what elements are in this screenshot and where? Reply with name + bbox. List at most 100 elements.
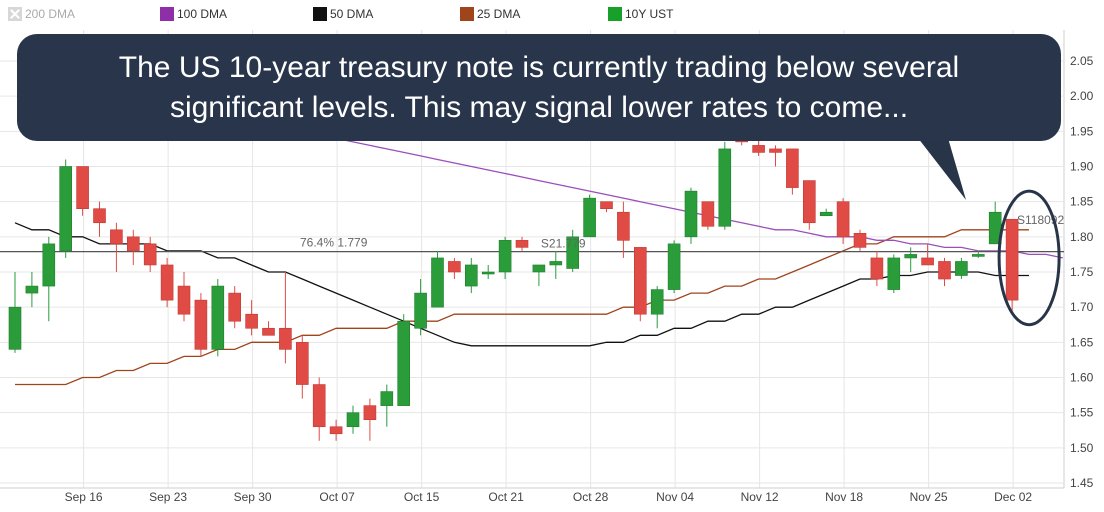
candle-down (448, 261, 461, 273)
legend-item-200-dma[interactable]: 200 DMA (8, 7, 75, 21)
candle-down (228, 292, 241, 322)
candle-up (211, 285, 225, 350)
y-tick-label: 1.50 (1070, 441, 1094, 455)
candle-up (667, 243, 681, 290)
legend-label: 50 DMA (330, 7, 374, 21)
y-tick-label: 1.70 (1070, 300, 1094, 314)
candle-down (177, 285, 191, 315)
candle-up (684, 190, 698, 238)
candle-up (464, 264, 478, 287)
candle-down (143, 243, 157, 266)
fib-level-label: 76.4% 1.779 (300, 236, 368, 250)
x-tick-label: Nov 04 (656, 490, 694, 504)
y-tick-label: 1.65 (1070, 335, 1094, 349)
highlight-circle (997, 189, 1061, 327)
candle-down (515, 240, 529, 248)
candle-up (397, 320, 411, 406)
x-tick-label: Nov 25 (910, 490, 948, 504)
candle-down (295, 342, 309, 385)
candle-down (262, 327, 275, 336)
x-tick-label: Sep 23 (149, 490, 187, 504)
x-tick-label: Oct 15 (404, 490, 440, 504)
x-tick-label: Nov 12 (741, 490, 779, 504)
y-tick-label: 1.90 (1070, 160, 1094, 174)
legend-item-25-dma[interactable]: 25 DMA (460, 7, 520, 21)
candle-up (414, 292, 427, 329)
candle-down (245, 313, 258, 329)
candle-down (312, 384, 326, 428)
candle-down (600, 201, 613, 210)
candle-up (650, 289, 664, 315)
x-icon (8, 7, 22, 21)
y-tick-label: 1.80 (1070, 230, 1094, 244)
candle-down (194, 299, 208, 350)
y-tick-label: 1.45 (1070, 476, 1094, 490)
candle-down (701, 201, 715, 227)
legend-label: 10Y UST (625, 7, 674, 21)
legend-swatch (608, 7, 622, 21)
ma50-line (14, 222, 1029, 347)
callout-text: The US 10-year treasury note is currentl… (118, 50, 960, 124)
ma100-line (302, 130, 1063, 259)
legend-swatch (160, 7, 174, 21)
candle-down (938, 261, 951, 280)
candle-down (802, 180, 816, 224)
legend-item-10y-ust[interactable]: 10Y UST (608, 7, 673, 21)
x-tick-label: Dec 02 (994, 490, 1032, 504)
candle-up (566, 236, 580, 269)
candle-down (363, 405, 377, 420)
legend-label: 100 DMA (177, 7, 228, 21)
y-tick-label: 2.05 (1070, 54, 1094, 68)
x-tick-label: Sep 30 (234, 490, 272, 504)
candle-up (718, 148, 732, 227)
x-tick-label: Oct 07 (319, 490, 355, 504)
x-tick-label: Sep 16 (65, 490, 103, 504)
legend-label: 200 DMA (25, 7, 76, 21)
candle-up (25, 285, 39, 294)
candle-down (279, 327, 292, 350)
legend-item-50-dma[interactable]: 50 DMA (313, 7, 373, 21)
candle-down (633, 247, 647, 315)
candle-up (955, 261, 968, 276)
candle-down (786, 148, 799, 188)
candle-down (76, 166, 89, 210)
price-annotation: S21.779 (541, 237, 586, 251)
candle-down (617, 211, 630, 241)
legend-item-100-dma[interactable]: 100 DMA (160, 7, 227, 21)
candle-up (380, 391, 394, 406)
candle-up (498, 240, 512, 273)
candle-down (769, 148, 782, 153)
candle-up (532, 264, 546, 273)
y-tick-label: 1.75 (1070, 265, 1094, 279)
candle-down (93, 208, 106, 224)
callout-box: The US 10-year treasury note is currentl… (17, 34, 1061, 141)
y-tick-label: 1.55 (1070, 406, 1094, 420)
candle-up (346, 412, 360, 428)
candle-up (8, 306, 22, 350)
chart-legend: 200 DMA 100 DMA 50 DMA 25 DMA 10Y UST (0, 7, 1104, 23)
candle-down (836, 201, 850, 238)
candle-up (904, 254, 918, 259)
y-tick-label: 1.60 (1070, 371, 1094, 385)
legend-swatch (460, 7, 474, 21)
y-tick-label: 1.85 (1070, 195, 1094, 209)
candle-up (549, 261, 563, 266)
candle-down (1005, 218, 1019, 301)
legend-swatch (313, 7, 327, 21)
candle-down (110, 229, 123, 245)
candle-down (752, 145, 765, 153)
candle-up (583, 197, 596, 238)
legend-label: 25 DMA (477, 7, 521, 21)
candle-up (971, 254, 985, 257)
candle-down (127, 236, 140, 252)
candle-up (431, 257, 444, 308)
price-annotation: S118092 (1017, 213, 1064, 227)
x-tick-label: Oct 28 (573, 490, 609, 504)
callout-pointer (918, 138, 966, 200)
candle-down (329, 426, 343, 435)
x-tick-label: Oct 21 (488, 490, 524, 504)
candle-up (887, 257, 901, 290)
y-tick-label: 2.00 (1070, 89, 1094, 103)
candle-down (853, 233, 867, 248)
